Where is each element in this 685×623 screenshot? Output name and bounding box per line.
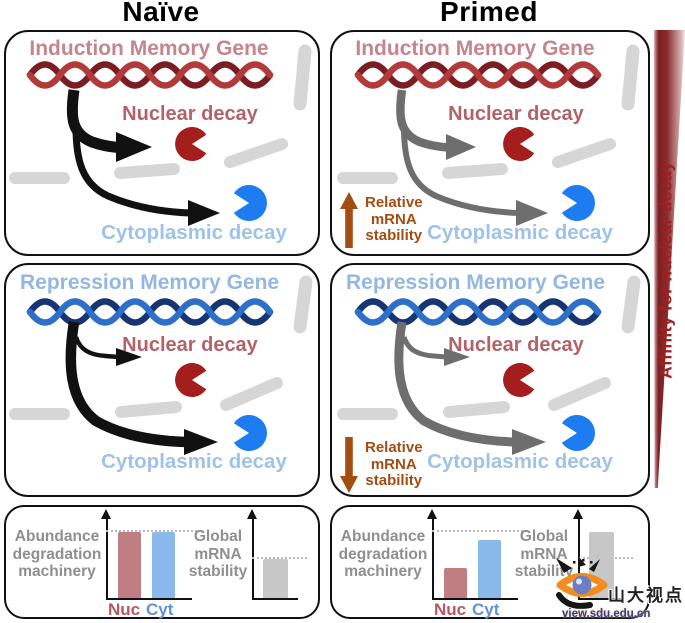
- nuc-label: Nuc: [108, 600, 141, 619]
- gene-title: Repression Memory Gene: [346, 271, 606, 294]
- nuclear-envelope-dashes: [337, 44, 640, 184]
- nuclear-decay-label: Nuclear decay: [122, 334, 258, 356]
- nuclear-decay-label: Nuclear decay: [448, 334, 584, 356]
- bar-axis-labels: Nuc Cyt: [432, 600, 518, 620]
- gene-title: Induction Memory Gene: [29, 37, 269, 60]
- cytoplasmic-decay-label: Cytoplasmic decay: [427, 221, 613, 244]
- cytoplasmic-decay-label: Cytoplasmic decay: [101, 221, 287, 244]
- affinity-axis-label: Affinity for nuclear decay: [655, 161, 676, 379]
- cytoplasmic-exosome-pacman: [561, 415, 595, 451]
- decay-arrows-gray: [394, 321, 546, 455]
- naive-repression-art: [9, 275, 313, 455]
- relative-mrna-stability-note: Relative mRNA stability: [340, 437, 423, 493]
- watermark: 山大视点 view.sdu.edu.cn: [550, 551, 685, 623]
- dna-helix-blue: [26, 298, 274, 326]
- cytoplasmic-exosome-pacman: [233, 415, 267, 451]
- nuclear-decay-label: Nuclear decay: [448, 103, 584, 125]
- machinery-bar-chart: [427, 509, 527, 600]
- nuclear-exosome-pacman: [175, 127, 207, 161]
- cytoplasmic-decay-label: Cytoplasmic decay: [427, 450, 613, 473]
- primed-induction-art: [337, 44, 640, 226]
- nuclear-exosome-pacman: [503, 363, 535, 397]
- decay-arrows-black: [65, 321, 218, 455]
- panel-primed-summary: Abundance degradation machinery Nuc Cyt …: [330, 505, 650, 619]
- panel-naive-repression: Repression Memory Gene Nuclear decay Cyt…: [4, 263, 320, 497]
- reference-dotted-line: [432, 529, 527, 532]
- global-stability-label: Global mRNA stability: [188, 528, 248, 580]
- global-stability-chart: [247, 509, 307, 600]
- naive-induction-art: [9, 44, 312, 226]
- dna-helix-blue: [354, 298, 602, 326]
- global-bar: [263, 559, 288, 598]
- panel-primed-induction: Induction Memory Gene Nuclear decay Cyto…: [330, 30, 650, 256]
- nuclear-exosome-pacman: [503, 127, 535, 161]
- relative-mrna-stability-note: Relative mRNA stability: [340, 192, 423, 248]
- cyt-bar: [478, 539, 501, 598]
- watermark-url: view.sdu.edu.cn: [562, 608, 651, 620]
- cytoplasmic-exosome-pacman: [233, 185, 267, 221]
- gene-title: Repression Memory Gene: [20, 271, 280, 294]
- cytoplasmic-decay-label: Cytoplasmic decay: [101, 450, 287, 473]
- stability-down-arrow-icon: [340, 437, 358, 493]
- stability-note-text: Relative mRNA stability: [365, 194, 423, 245]
- y-axis-arrow-icon: [573, 509, 583, 519]
- eye-logo-icon: [556, 556, 608, 609]
- panel-naive-summary: Abundance degradation machinery Nuc Cyt …: [4, 505, 320, 619]
- decay-arrows-gray: [396, 89, 548, 226]
- nuc-label: Nuc: [434, 600, 467, 619]
- y-axis-arrow-icon: [247, 509, 257, 519]
- bar-axis-labels: Nuc Cyt: [106, 600, 192, 620]
- panel-naive-induction: Induction Memory Gene Nuclear decay Cyto…: [4, 30, 320, 256]
- reference-dotted-line: [252, 556, 307, 559]
- y-axis-arrow-icon: [427, 509, 437, 519]
- dna-helix-red: [354, 61, 602, 89]
- nuclear-envelope-dashes: [9, 275, 313, 420]
- panel-primed-repression: Repression Memory Gene Nuclear decay Cyt…: [330, 263, 650, 497]
- cyt-label: Cyt: [472, 600, 500, 619]
- dna-helix-red: [26, 61, 274, 89]
- y-axis-arrow-icon: [101, 509, 111, 519]
- machinery-label: Abundance degradation machinery: [12, 528, 102, 580]
- column-header-primed: Primed: [440, 0, 538, 27]
- gene-title: Induction Memory Gene: [355, 37, 595, 60]
- cytoplasmic-exosome-pacman: [561, 185, 595, 221]
- machinery-bar-chart: [101, 509, 201, 600]
- decay-arrows-black: [66, 89, 220, 226]
- affinity-axis: Affinity for nuclear decay: [646, 60, 685, 480]
- global-stability-label: Global mRNA stability: [514, 528, 574, 580]
- nuc-bar: [444, 567, 467, 598]
- stability-up-arrow-icon: [340, 192, 358, 248]
- nuc-bar: [118, 531, 141, 598]
- primed-repression-art: [337, 275, 641, 455]
- nuclear-decay-label: Nuclear decay: [122, 103, 258, 125]
- nuclear-envelope-dashes: [9, 44, 312, 184]
- nuclear-exosome-pacman: [175, 363, 207, 397]
- stability-note-text: Relative mRNA stability: [365, 439, 423, 490]
- nuclear-envelope-dashes: [337, 275, 641, 420]
- watermark-title: 山大视点: [608, 586, 684, 605]
- cyt-bar: [152, 531, 175, 598]
- machinery-label: Abundance degradation machinery: [338, 528, 428, 580]
- column-header-naive: Naïve: [122, 0, 200, 27]
- cyt-label: Cyt: [146, 600, 174, 619]
- reference-dotted-line: [106, 529, 201, 532]
